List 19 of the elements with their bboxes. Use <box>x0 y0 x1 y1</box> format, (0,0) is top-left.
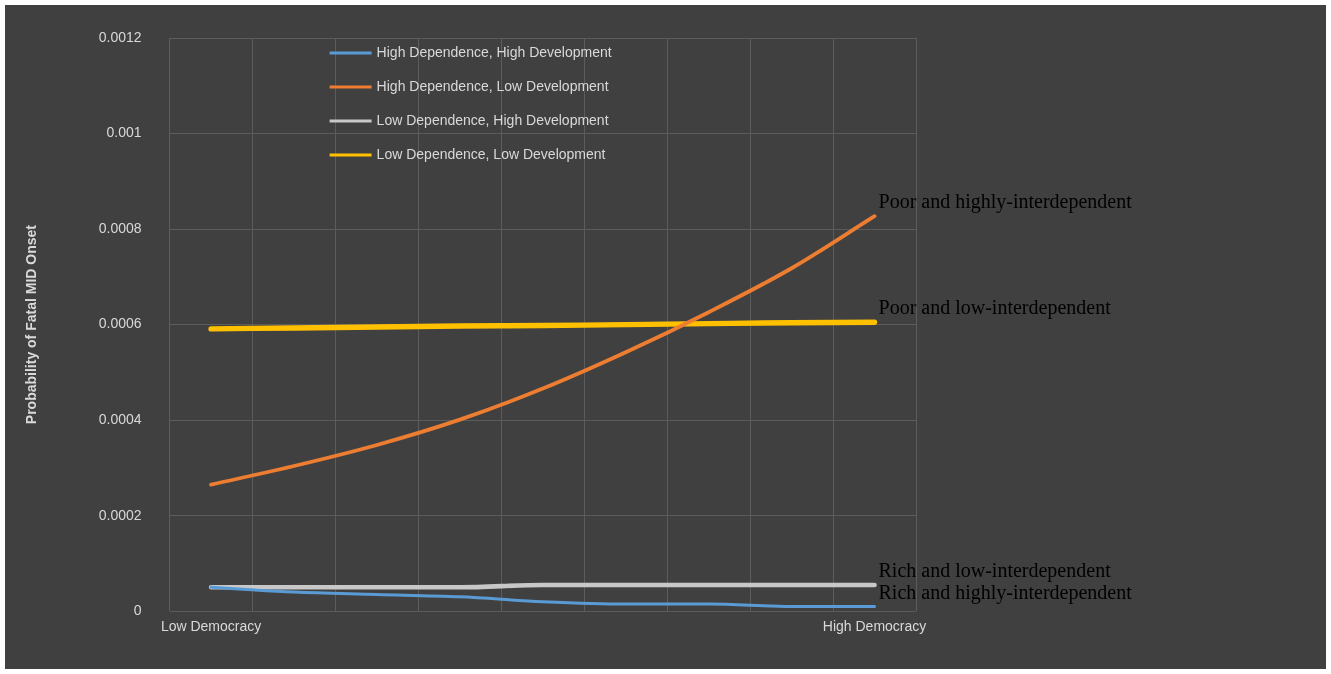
line-series <box>209 585 877 608</box>
y-tick-label: 0.0004 <box>98 410 142 427</box>
legend-label: Low Dependence, High Development <box>376 111 609 128</box>
x-tick-label: High Democracy <box>822 618 927 635</box>
y-tick-label: 0.0006 <box>98 315 142 332</box>
annotation: Rich and low-interdependent <box>878 559 1112 583</box>
legend-label: Low Dependence, Low Development <box>376 145 606 162</box>
x-tick-label: Low Democracy <box>160 618 262 635</box>
y-tick-label: 0.0008 <box>98 219 142 236</box>
line-series <box>209 214 877 487</box>
y-tick-label: 0 <box>133 602 142 619</box>
y-tick-label: 0.0002 <box>98 506 142 523</box>
y-tick-label: 0.0012 <box>98 28 142 45</box>
y-axis-title: Probability of Fatal MID Onset <box>23 224 40 425</box>
y-tick-label: 0.001 <box>106 124 142 141</box>
legend-label: High Dependence, Low Development <box>376 77 609 94</box>
annotation: Poor and low-interdependent <box>878 296 1112 320</box>
annotation: Poor and highly-interdependent <box>878 190 1133 214</box>
legend-label: High Dependence, High Development <box>376 43 612 60</box>
